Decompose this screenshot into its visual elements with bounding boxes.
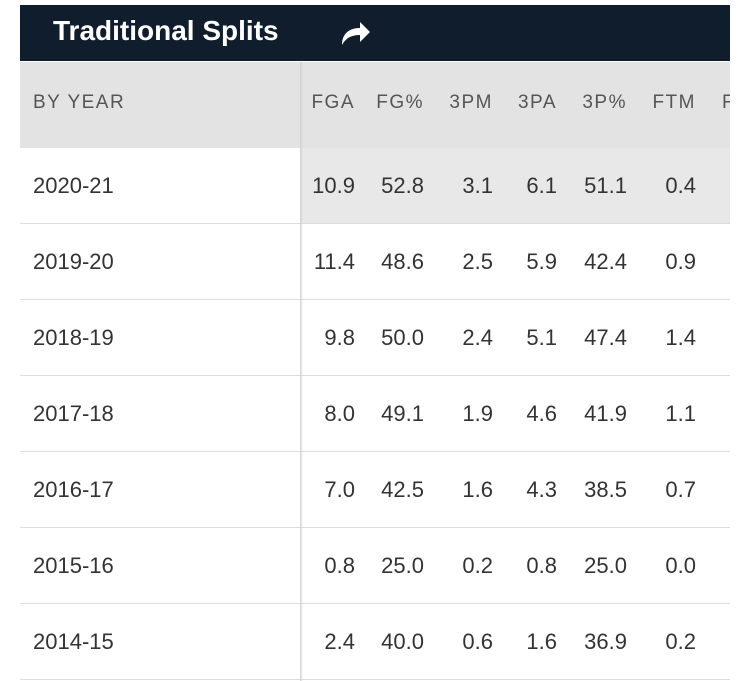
row-left-bg: [20, 148, 300, 223]
stat-cell: 50.0: [381, 325, 424, 350]
stat-cell: 10.9: [312, 173, 355, 198]
stat-cell: 25.0: [584, 553, 627, 578]
column-header: 3PM: [449, 92, 493, 113]
stat-cell: 11.4: [313, 249, 355, 274]
stat-cell: 1.6: [526, 629, 557, 654]
stat-cell: 0.9: [665, 249, 696, 274]
year-cell: 2014-15: [33, 629, 114, 654]
stat-cell: 0.8: [526, 553, 557, 578]
column-header: BY YEAR: [33, 92, 126, 113]
year-cell: 2016-17: [33, 477, 114, 502]
stat-cell: 48.6: [381, 249, 424, 274]
year-cell: 2018-19: [33, 325, 114, 350]
splits-table: BY YEAR FGA FG% 3PM 3PA 3P% FTM F 2020-21 10.9 52.…: [20, 62, 730, 681]
year-cell: 2020-21: [33, 173, 114, 198]
stat-cell: 3.1: [462, 173, 493, 198]
stat-cell: 4.3: [526, 477, 557, 502]
year-cell: 2015-16: [33, 553, 114, 578]
stat-cell: 49.1: [381, 401, 424, 426]
stat-cell: 47.4: [584, 325, 627, 350]
stat-cell: 0.6: [462, 629, 493, 654]
stat-cell: 1.1: [665, 401, 696, 426]
stat-cell: 2.4: [324, 629, 355, 654]
column-header: 3PA: [517, 92, 557, 113]
stat-cell: 1.4: [665, 325, 696, 350]
header-row: [20, 62, 730, 148]
stat-cell: 8.0: [324, 401, 355, 426]
stat-cell: 2.4: [462, 325, 493, 350]
stat-cell: 5.9: [526, 249, 557, 274]
stat-cell: 38.5: [584, 477, 627, 502]
row-bg: [20, 528, 730, 604]
stat-cell: 42.4: [584, 249, 627, 274]
stat-cell: 1.9: [462, 401, 493, 426]
stat-cell: 25.0: [381, 553, 424, 578]
stat-cell: 52.8: [381, 173, 424, 198]
row-bg: [20, 224, 730, 300]
section-header: Traditional Splits: [20, 5, 730, 61]
section-title: Traditional Splits: [53, 15, 279, 46]
stat-cell: 51.1: [584, 173, 627, 198]
stat-cell: 7.0: [324, 477, 355, 502]
stat-cell: 0.4: [665, 173, 696, 198]
stat-cell: 0.0: [665, 553, 696, 578]
stat-cell: 40.0: [381, 629, 424, 654]
stat-cell: 41.9: [584, 401, 627, 426]
stat-cell: 9.8: [324, 325, 355, 350]
stat-cell: 42.5: [381, 477, 424, 502]
column-header: 3P%: [582, 92, 627, 113]
column-header: FGA: [311, 92, 355, 113]
year-cell: 2017-18: [33, 401, 114, 426]
stat-cell: 2.5: [462, 249, 493, 274]
column-divider: [300, 62, 303, 681]
stat-cell: 0.7: [665, 477, 696, 502]
row-bg: [20, 376, 730, 452]
column-header: FG%: [376, 92, 424, 113]
stat-cell: 5.1: [526, 325, 557, 350]
stat-cell: 36.9: [584, 629, 627, 654]
stat-cell: 4.6: [526, 401, 557, 426]
year-cell: 2019-20: [33, 249, 114, 274]
stat-cell: 0.2: [462, 553, 493, 578]
column-header: F: [722, 92, 730, 113]
share-icon[interactable]: [338, 19, 372, 47]
row-bg: [20, 452, 730, 528]
row-bg: [20, 300, 730, 376]
stat-cell: 1.6: [462, 477, 493, 502]
row-bg: [20, 604, 730, 680]
stat-cell: 0.8: [324, 553, 355, 578]
stat-cell: 6.1: [526, 173, 557, 198]
stat-cell: 0.2: [665, 629, 696, 654]
column-header: FTM: [652, 92, 696, 113]
